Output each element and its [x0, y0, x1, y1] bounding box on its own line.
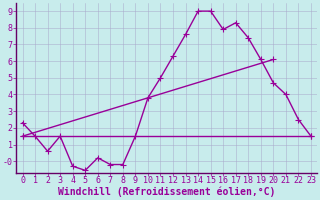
X-axis label: Windchill (Refroidissement éolien,°C): Windchill (Refroidissement éolien,°C)	[58, 187, 276, 197]
